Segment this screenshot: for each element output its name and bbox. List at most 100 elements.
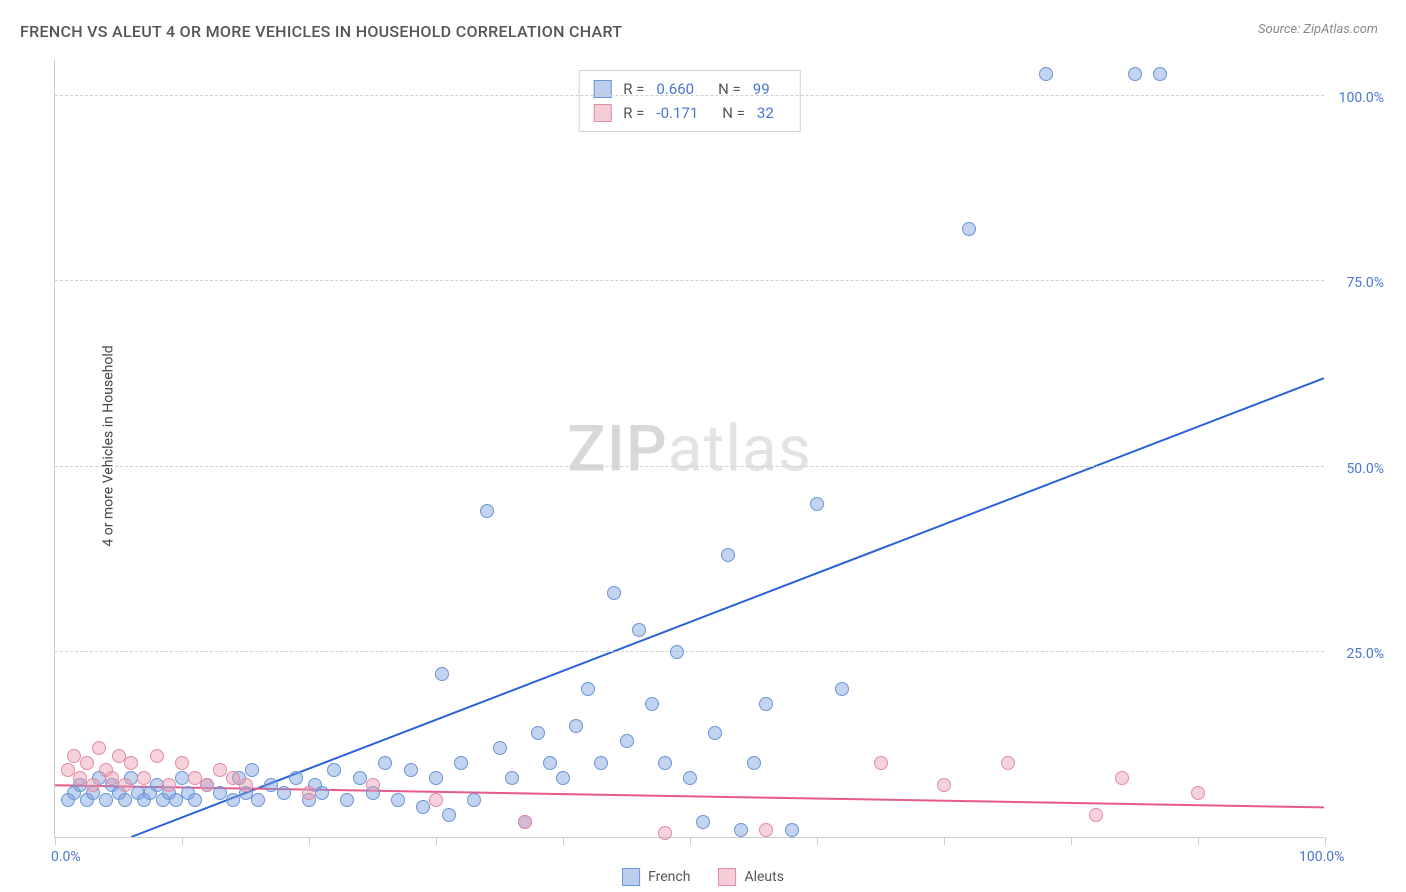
data-point-french: [1153, 67, 1167, 81]
data-point-french: [747, 756, 761, 770]
data-point-french: [442, 808, 456, 822]
legend-label: Aleuts: [744, 869, 783, 885]
data-point-french: [435, 667, 449, 681]
data-point-french: [581, 682, 595, 696]
x-tick: [817, 837, 818, 845]
data-point-french: [531, 726, 545, 740]
pink-swatch-icon: [593, 104, 611, 122]
gridline-h: [55, 651, 1324, 652]
n-value: 32: [757, 101, 774, 125]
data-point-french: [404, 763, 418, 777]
data-point-french: [289, 771, 303, 785]
data-point-aleuts: [150, 749, 164, 763]
r-label: R =: [623, 101, 644, 125]
data-point-french: [429, 771, 443, 785]
data-point-aleuts: [200, 778, 214, 792]
data-point-aleuts: [1115, 771, 1129, 785]
data-point-french: [277, 786, 291, 800]
data-point-french: [683, 771, 697, 785]
data-point-aleuts: [429, 793, 443, 807]
data-point-french: [391, 793, 405, 807]
data-point-french: [118, 793, 132, 807]
data-point-french: [340, 793, 354, 807]
legend-label: French: [648, 869, 690, 885]
data-point-french: [1128, 67, 1142, 81]
data-point-french: [251, 793, 265, 807]
data-point-french: [493, 741, 507, 755]
data-point-french: [810, 497, 824, 511]
n-value: 99: [753, 77, 770, 101]
data-point-french: [480, 504, 494, 518]
data-point-french: [721, 548, 735, 562]
data-point-french: [99, 793, 113, 807]
data-point-french: [785, 823, 799, 837]
legend-stats-box: R = 0.660 N = 99 R = -0.171 N = 32: [578, 70, 801, 132]
data-point-aleuts: [302, 786, 316, 800]
data-point-french: [658, 756, 672, 770]
pink-swatch-icon: [718, 868, 736, 886]
x-tick: [182, 837, 183, 845]
y-tick-label: 25.0%: [1346, 646, 1384, 662]
data-point-french: [835, 682, 849, 696]
data-point-french: [467, 793, 481, 807]
data-point-aleuts: [239, 778, 253, 792]
data-point-french: [327, 763, 341, 777]
source-attribution: Source: ZipAtlas.com: [1258, 22, 1378, 37]
data-point-french: [416, 800, 430, 814]
data-point-french: [315, 786, 329, 800]
x-tick: [1325, 837, 1326, 845]
r-value: 0.660: [656, 77, 694, 101]
bottom-legend: French Aleuts: [622, 868, 784, 886]
data-point-french: [569, 719, 583, 733]
legend-item: Aleuts: [718, 868, 783, 886]
n-label: N =: [718, 77, 741, 101]
data-point-french: [226, 793, 240, 807]
data-point-french: [454, 756, 468, 770]
data-point-french: [607, 586, 621, 600]
x-tick: [436, 837, 437, 845]
x-tick: [55, 837, 56, 845]
data-point-aleuts: [1191, 786, 1205, 800]
trend-lines: [55, 60, 1324, 837]
x-tick: [944, 837, 945, 845]
x-tick-label: 0.0%: [51, 849, 81, 865]
data-point-aleuts: [366, 778, 380, 792]
data-point-french: [708, 726, 722, 740]
r-value: -0.171: [656, 101, 698, 125]
data-point-aleuts: [759, 823, 773, 837]
data-point-aleuts: [124, 756, 138, 770]
data-point-aleuts: [92, 741, 106, 755]
n-label: N =: [722, 101, 745, 125]
x-tick-label: 100.0%: [1299, 849, 1344, 865]
y-tick-label: 50.0%: [1346, 461, 1384, 477]
data-point-french: [188, 793, 202, 807]
data-point-french: [1039, 67, 1053, 81]
data-point-french: [505, 771, 519, 785]
data-point-aleuts: [1089, 808, 1103, 822]
data-point-aleuts: [175, 756, 189, 770]
trend-line-french: [131, 378, 1324, 837]
legend-item: French: [622, 868, 690, 886]
data-point-french: [632, 623, 646, 637]
data-point-french: [594, 756, 608, 770]
data-point-french: [245, 763, 259, 777]
x-tick: [1198, 837, 1199, 845]
gridline-h: [55, 95, 1324, 96]
data-point-french: [759, 697, 773, 711]
plot-area: ZIPatlas R =0.660N =99R =-0.171N =32 25.…: [54, 60, 1324, 838]
data-point-french: [169, 793, 183, 807]
data-point-aleuts: [86, 778, 100, 792]
blue-swatch-icon: [622, 868, 640, 886]
legend-stats-row: R = -0.171 N = 32: [593, 101, 786, 125]
r-label: R =: [623, 77, 644, 101]
data-point-french: [734, 823, 748, 837]
data-point-french: [556, 771, 570, 785]
data-point-french: [696, 815, 710, 829]
data-point-french: [378, 756, 392, 770]
gridline-h: [55, 280, 1324, 281]
data-point-aleuts: [137, 771, 151, 785]
data-point-aleuts: [80, 756, 94, 770]
data-point-aleuts: [518, 815, 532, 829]
chart-title: FRENCH VS ALEUT 4 OR MORE VEHICLES IN HO…: [20, 22, 622, 41]
watermark: ZIPatlas: [567, 411, 812, 486]
